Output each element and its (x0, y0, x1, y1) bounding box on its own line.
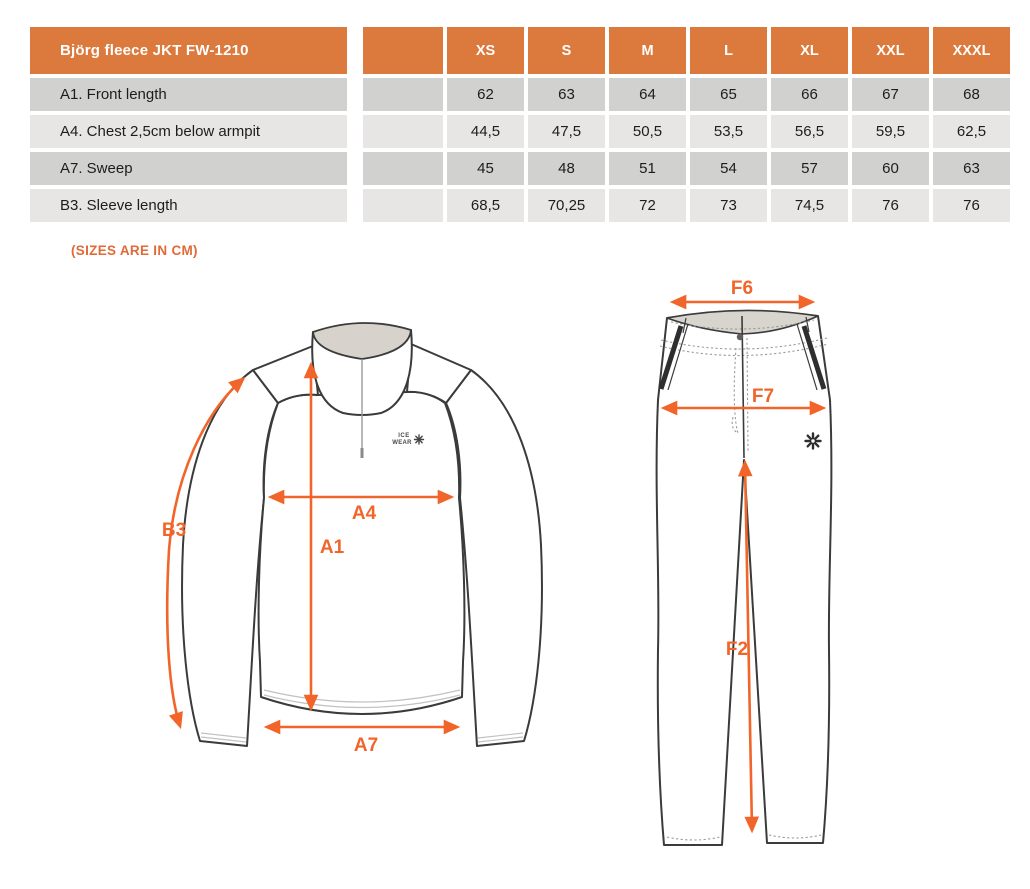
collar-inner (312, 322, 412, 360)
value-sweep-xl: 57 (771, 152, 848, 185)
jacket-right-sleeve (445, 369, 543, 747)
fly-stitch (746, 337, 749, 453)
value-sleeve-xxxl: 76 (933, 189, 1010, 222)
value-front-length-xxl: 67 (852, 78, 929, 111)
size-table: Björg fleece JKT FW-1210 XS S M L XL XXL… (30, 27, 1010, 222)
value-sleeve-l: 73 (690, 189, 767, 222)
value-sleeve-xs: 68,5 (447, 189, 524, 222)
sizes-in-cm-note: (SIZES ARE IN CM) (71, 243, 198, 258)
value-chest-xl: 56,5 (771, 115, 848, 148)
pants-snowflake-icon (804, 432, 822, 450)
value-chest-xxxl: 62,5 (933, 115, 1010, 148)
waist-button (736, 333, 744, 341)
value-sweep-l: 54 (690, 152, 767, 185)
row-spacer-cell (363, 78, 443, 111)
value-front-length-l: 65 (690, 78, 767, 111)
left-cuff-stitch (200, 732, 247, 743)
measure-label-a7: A7 (354, 735, 378, 756)
size-col-header-l: L (690, 27, 767, 74)
icewear-logo: ICE WEAR (392, 433, 425, 446)
value-sleeve-xl: 74,5 (771, 189, 848, 222)
value-front-length-m: 64 (609, 78, 686, 111)
value-sweep-xs: 45 (447, 152, 524, 185)
value-front-length-s: 63 (528, 78, 605, 111)
logo-text-line2: WEAR (392, 440, 412, 446)
row-label-chest: A4. Chest 2,5cm below armpit (30, 115, 347, 148)
measure-label-f2: F2 (726, 639, 748, 660)
value-sleeve-m: 72 (609, 189, 686, 222)
right-leg-hem-stitch (768, 834, 822, 839)
left-pocket-seam (667, 323, 689, 391)
value-sleeve-xxl: 76 (852, 189, 929, 222)
waistband-stitch (660, 337, 828, 350)
measure-label-f7: F7 (752, 386, 774, 407)
value-sweep-s: 48 (528, 152, 605, 185)
hem-stitch (263, 694, 461, 709)
value-front-length-xxxl: 68 (933, 78, 1010, 111)
size-col-header-xs: XS (447, 27, 524, 74)
measure-label-f6: F6 (731, 278, 753, 299)
pants-front-drawing: F6 F7 F2 (655, 278, 833, 846)
value-chest-l: 53,5 (690, 115, 767, 148)
measure-arrow-b3 (165, 376, 246, 730)
logo-snowflake-icon (413, 434, 425, 445)
header-spacer-cell (363, 27, 443, 74)
left-pocket-opening (658, 325, 684, 390)
size-col-header-s: S (528, 27, 605, 74)
jacket-right-shoulder-panel (406, 343, 472, 404)
value-front-length-xl: 66 (771, 78, 848, 111)
pants-body (655, 310, 833, 846)
size-col-header-m: M (609, 27, 686, 74)
center-front-seam (741, 315, 745, 459)
value-front-length-xs: 62 (447, 78, 524, 111)
right-belt-loop (805, 316, 810, 333)
row-spacer-cell (363, 152, 443, 185)
right-pocket-opening (801, 325, 827, 390)
measure-label-a4: A4 (352, 503, 377, 524)
row-spacer-cell (363, 189, 443, 222)
hem-stitch (263, 689, 461, 703)
row-label-sweep: A7. Sweep (30, 152, 347, 185)
left-belt-loop (682, 317, 687, 334)
value-sleeve-s: 70,25 (528, 189, 605, 222)
measure-arrow-f2 (737, 459, 760, 834)
size-col-header-xxxl: XXXL (933, 27, 1010, 74)
row-spacer-cell (363, 115, 443, 148)
measure-label-b3: B3 (162, 520, 186, 541)
value-sweep-xxxl: 63 (933, 152, 1010, 185)
value-chest-xs: 44,5 (447, 115, 524, 148)
right-cuff-stitch (477, 732, 524, 743)
measure-label-a1: A1 (320, 537, 345, 558)
value-chest-m: 50,5 (609, 115, 686, 148)
jacket-front-drawing: ICE WEAR B3 A1 A4 A7 (162, 322, 543, 756)
logo-text-line1: ICE (398, 433, 410, 439)
size-col-header-xxl: XXL (852, 27, 929, 74)
value-chest-xxl: 59,5 (852, 115, 929, 148)
value-chest-s: 47,5 (528, 115, 605, 148)
value-sweep-m: 51 (609, 152, 686, 185)
right-pocket-seam (796, 323, 818, 391)
row-label-front-length: A1. Front length (30, 78, 347, 111)
row-label-sleeve-length: B3. Sleeve length (30, 189, 347, 222)
size-table-title: Björg fleece JKT FW-1210 (30, 27, 347, 74)
size-col-header-xl: XL (771, 27, 848, 74)
value-sweep-xxl: 60 (852, 152, 929, 185)
